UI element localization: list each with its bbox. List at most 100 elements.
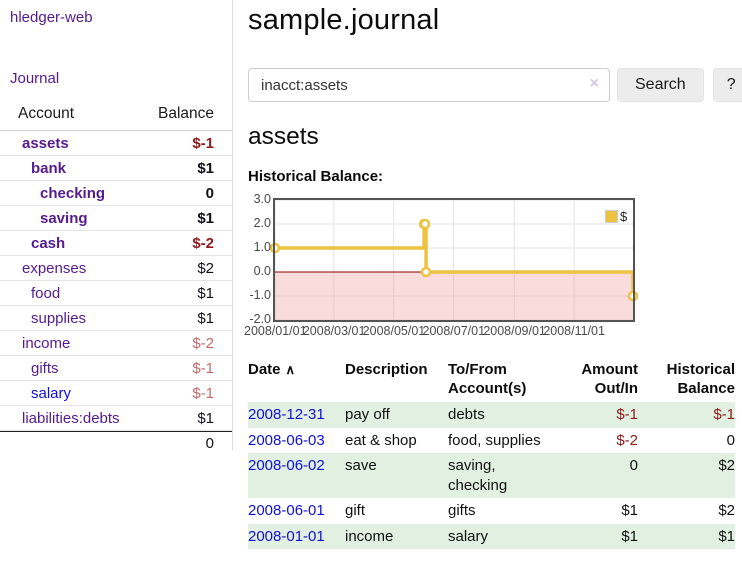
account-balance: 0: [206, 184, 214, 203]
transaction-accounts: food, supplies: [448, 432, 541, 449]
register-column-header: Description: [345, 361, 428, 378]
account-link-income[interactable]: income: [0, 334, 70, 353]
account-row: checking 0: [0, 181, 232, 206]
account-link-food[interactable]: food: [0, 284, 60, 303]
account-row: liabilities:debts $1: [0, 406, 232, 431]
account-link-liabilities-debts[interactable]: liabilities:debts: [0, 409, 120, 428]
transaction-amount: $1: [621, 502, 638, 519]
account-balance: $-1: [192, 359, 214, 378]
transaction-description: income: [345, 528, 393, 545]
transaction-amount: $-2: [616, 432, 638, 449]
account-balance: $1: [197, 159, 214, 178]
legend-swatch: [605, 210, 618, 223]
transaction-date-link[interactable]: 2008-06-01: [248, 502, 325, 519]
transaction-accounts: saving, checking: [448, 457, 507, 494]
account-link-bank[interactable]: bank: [0, 159, 66, 178]
account-balance: $-2: [192, 334, 214, 353]
main-content: sample.journal × Search ? assets Histori…: [248, 0, 736, 549]
accounts-header-balance: Balance: [158, 105, 214, 123]
sort-ascending-icon[interactable]: ∧: [286, 362, 296, 377]
brand-link[interactable]: hledger-web: [10, 9, 232, 26]
account-row: gifts $-1: [0, 356, 232, 381]
transaction-date-link[interactable]: 2008-06-03: [248, 432, 325, 449]
account-link-saving[interactable]: saving: [0, 209, 88, 228]
chart-title: Historical Balance:: [248, 168, 736, 185]
account-link-supplies[interactable]: supplies: [0, 309, 86, 328]
transaction-date-link[interactable]: 2008-01-01: [248, 528, 325, 545]
search-button[interactable]: Search: [617, 68, 704, 102]
x-axis-tick-label: 2008/01/01: [244, 324, 306, 338]
y-axis-tick-label: 1.0: [248, 240, 271, 255]
transaction-row: 2008-06-02savesaving, checking0$2: [248, 453, 735, 498]
transaction-balance: $1: [718, 528, 735, 545]
help-button[interactable]: ?: [713, 68, 742, 102]
clear-search-icon[interactable]: ×: [590, 75, 599, 93]
page-title: sample.journal: [248, 0, 736, 37]
account-heading: assets: [248, 123, 736, 151]
x-axis-tick-label: 2008/07/01: [423, 324, 485, 338]
account-link-salary[interactable]: salary: [0, 384, 71, 403]
x-axis-tick-label: 2008/05/01: [363, 324, 425, 338]
account-balance: $2: [197, 259, 214, 278]
search-box: ×: [248, 68, 610, 102]
nav-journal-link[interactable]: Journal: [10, 70, 232, 87]
transaction-date-link[interactable]: 2008-12-31: [248, 406, 325, 423]
search-form: × Search ?: [248, 68, 736, 102]
accounts-total-value: 0: [206, 435, 214, 452]
transaction-row: 2008-12-31pay offdebts$-1$-1: [248, 402, 735, 428]
transaction-amount: $1: [621, 528, 638, 545]
account-balance: $1: [197, 309, 214, 328]
register-header-row: Date ∧ Description To/From Account(s) Amount…: [248, 358, 735, 402]
search-input[interactable]: [248, 68, 610, 102]
account-balance: $1: [197, 209, 214, 228]
y-axis-tick-label: -1.0: [248, 288, 271, 303]
accounts-header-account: Account: [18, 105, 74, 123]
legend-label: $: [620, 209, 627, 224]
account-row: assets $-1: [0, 131, 232, 156]
transaction-row: 2008-06-01 gift gifts $1 $2: [248, 498, 735, 524]
transaction-row: 2008-01-01 income salary $1 $1: [248, 524, 735, 550]
transaction-accounts: gifts: [448, 502, 476, 519]
account-balance: $1: [197, 284, 214, 303]
account-balance: $-1: [192, 384, 214, 403]
y-axis-tick-label: 0.0: [248, 264, 271, 279]
account-link-assets[interactable]: assets: [0, 134, 69, 153]
historical-balance-chart: 3.02.01.00.0-1.0-2.02008/01/012008/03/01…: [248, 198, 735, 346]
account-row: income $-2: [0, 331, 232, 356]
transaction-description: gift: [345, 502, 365, 519]
account-link-cash[interactable]: cash: [0, 234, 65, 253]
account-balance: $1: [197, 409, 214, 428]
register-column-header: To/From Account(s): [448, 361, 526, 397]
accounts-rows: assets $-1 bank $1 checking 0 saving $1 cash $-2 e…: [0, 131, 232, 431]
account-row: food $1: [0, 281, 232, 306]
x-axis-tick-label: 2008/09/01: [483, 324, 545, 338]
transaction-description: eat & shop: [345, 432, 417, 449]
account-link-checking[interactable]: checking: [0, 184, 105, 203]
register-column-header[interactable]: Date: [248, 361, 281, 378]
accounts-table: Account Balance assets $-1 bank $1 checking 0…: [0, 103, 232, 452]
transaction-accounts: salary: [448, 528, 488, 545]
account-row: salary $-1: [0, 381, 232, 406]
transaction-description: save: [345, 457, 377, 474]
accounts-total-row: 0: [0, 431, 232, 452]
transaction-balance: $-1: [713, 406, 735, 423]
account-row: cash $-2: [0, 231, 232, 256]
transaction-row: 2008-06-03 eat & shop food, supplies $-2 0: [248, 428, 735, 454]
transaction-date-link[interactable]: 2008-06-02: [248, 457, 325, 474]
chart-canvas: [248, 198, 648, 330]
account-row: saving $1: [0, 206, 232, 231]
account-balance: $-1: [192, 134, 214, 153]
account-link-expenses[interactable]: expenses: [0, 259, 86, 278]
transaction-amount: 0: [630, 457, 638, 474]
transaction-balance: $2: [718, 502, 735, 519]
accounts-table-header: Account Balance: [0, 103, 232, 131]
transaction-balance: 0: [727, 432, 735, 449]
register-column-header: Historical Balance: [667, 361, 735, 397]
transaction-description: pay off: [345, 406, 390, 423]
sidebar: hledger-web Journal Account Balance asse…: [0, 0, 233, 450]
account-row: bank $1: [0, 156, 232, 181]
account-link-gifts[interactable]: gifts: [0, 359, 59, 378]
register-column-header: Amount Out/In: [581, 361, 638, 397]
transaction-amount: $-1: [616, 406, 638, 423]
account-balance: $-2: [192, 234, 214, 253]
